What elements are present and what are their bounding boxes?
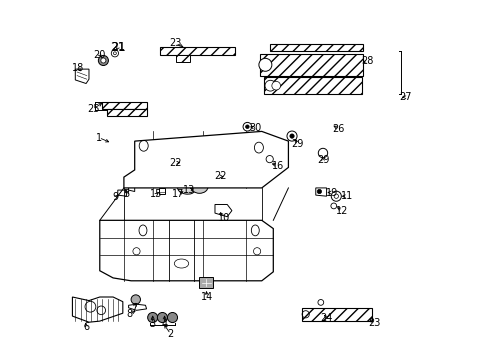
Polygon shape: [224, 173, 254, 180]
Text: 25: 25: [87, 104, 100, 114]
Text: 28: 28: [361, 56, 373, 66]
Circle shape: [167, 312, 177, 323]
Polygon shape: [265, 152, 286, 164]
Text: 18: 18: [72, 63, 84, 73]
Text: 5: 5: [123, 189, 129, 199]
Polygon shape: [123, 131, 288, 188]
Text: 30: 30: [249, 123, 261, 133]
Circle shape: [243, 122, 251, 131]
Text: 21: 21: [111, 42, 125, 52]
Polygon shape: [302, 308, 371, 321]
Polygon shape: [270, 44, 362, 51]
Text: 2: 2: [167, 329, 173, 339]
Polygon shape: [315, 188, 326, 196]
Bar: [199, 277, 213, 288]
Polygon shape: [264, 77, 361, 94]
Polygon shape: [102, 102, 146, 109]
Circle shape: [101, 58, 106, 63]
Ellipse shape: [190, 180, 208, 193]
Polygon shape: [72, 297, 122, 322]
Circle shape: [271, 81, 280, 90]
Circle shape: [264, 80, 275, 91]
Text: 27: 27: [399, 92, 411, 102]
Polygon shape: [215, 204, 231, 217]
Text: 12: 12: [336, 206, 348, 216]
Text: 3: 3: [149, 319, 156, 329]
Text: 20: 20: [93, 50, 106, 60]
Polygon shape: [160, 47, 235, 55]
Polygon shape: [159, 188, 165, 194]
Text: 26: 26: [332, 124, 345, 134]
Polygon shape: [182, 159, 229, 166]
Text: 15: 15: [150, 189, 162, 199]
Text: 6: 6: [83, 322, 89, 332]
Text: 29: 29: [291, 139, 304, 149]
Text: 21: 21: [110, 41, 125, 54]
Circle shape: [98, 55, 108, 66]
Text: 9: 9: [112, 192, 119, 202]
Polygon shape: [118, 190, 126, 196]
Text: 4: 4: [161, 319, 167, 329]
Circle shape: [131, 295, 140, 304]
Polygon shape: [259, 54, 363, 76]
Polygon shape: [128, 304, 146, 310]
Text: 13: 13: [182, 185, 194, 195]
Text: 19: 19: [325, 188, 337, 198]
Polygon shape: [107, 109, 146, 116]
Text: 16: 16: [271, 161, 283, 171]
Ellipse shape: [177, 184, 194, 194]
Text: 22: 22: [169, 158, 181, 168]
Text: 29: 29: [316, 155, 328, 165]
Text: 10: 10: [217, 213, 229, 223]
Polygon shape: [100, 220, 273, 281]
Circle shape: [245, 125, 249, 129]
Text: 8: 8: [126, 309, 132, 319]
Circle shape: [157, 312, 167, 323]
Polygon shape: [128, 184, 134, 192]
Circle shape: [258, 58, 271, 71]
Polygon shape: [75, 69, 89, 84]
Circle shape: [317, 189, 321, 194]
Text: 11: 11: [340, 191, 352, 201]
Text: 24: 24: [320, 312, 332, 323]
Text: 17: 17: [171, 189, 183, 199]
Circle shape: [147, 312, 158, 323]
Text: 1: 1: [96, 132, 102, 143]
Circle shape: [289, 134, 294, 138]
Text: 7: 7: [131, 303, 138, 313]
Text: 23: 23: [368, 318, 380, 328]
Text: 23: 23: [169, 38, 181, 48]
Text: 22: 22: [213, 171, 226, 181]
Text: 14: 14: [200, 292, 212, 302]
Polygon shape: [176, 55, 190, 62]
